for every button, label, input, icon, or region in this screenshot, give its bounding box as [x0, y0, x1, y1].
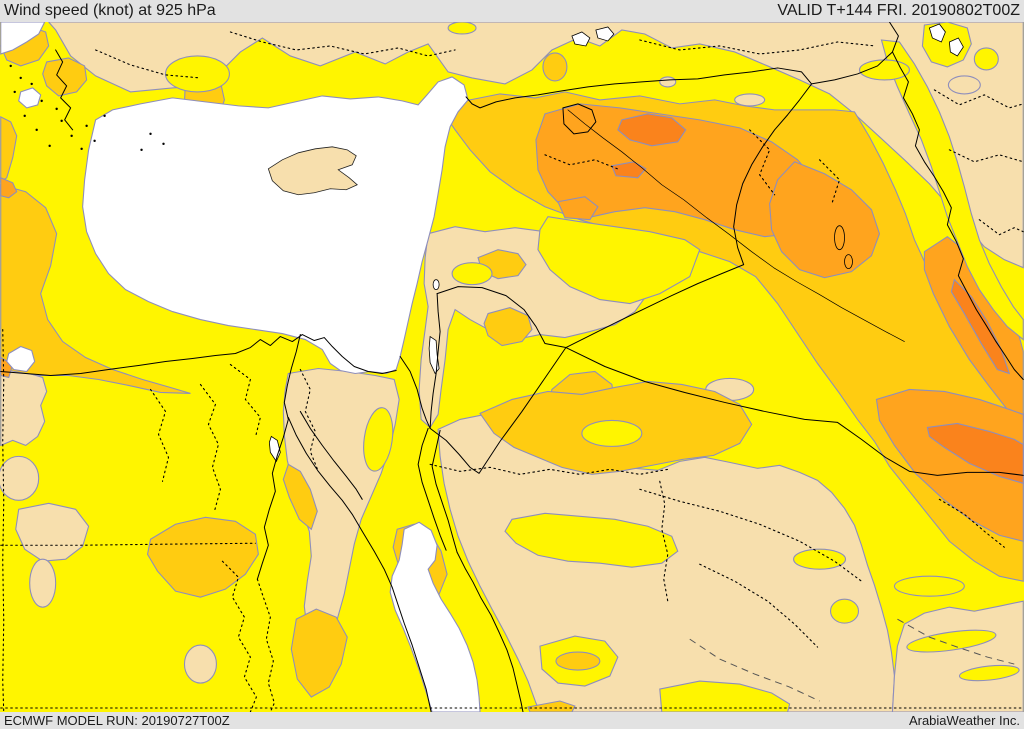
- map-band-gold-small: [527, 651, 601, 712]
- header-bar: Wind speed (knot) at 925 hPa VALID T+144…: [0, 0, 1024, 22]
- footer-bar: ECMWF MODEL RUN: 20190727T00Z ArabiaWeat…: [0, 712, 1024, 729]
- model-run-label: ECMWF MODEL RUN: 20190727T00Z: [4, 713, 230, 728]
- lake-tiberias: [432, 279, 440, 291]
- cyprus-island: [267, 146, 358, 196]
- map-band-dark-orange: [611, 113, 1024, 485]
- wind-speed-map: [0, 22, 1024, 712]
- map-dotted-boundaries: [0, 31, 1024, 712]
- map-band-yellow-overlays: [164, 22, 1024, 712]
- page-title: Wind speed (knot) at 925 hPa: [4, 2, 216, 19]
- valid-time-label: VALID T+144 FRI. 20190802T00Z: [777, 2, 1020, 19]
- red-sea: [389, 521, 481, 712]
- aegean-islands: [9, 64, 165, 152]
- map-canvas: [0, 22, 1024, 712]
- lake-urmia: [948, 37, 964, 57]
- brand-label: ArabiaWeather Inc.: [908, 713, 1020, 728]
- map-band-orange: [0, 103, 1024, 542]
- map-borders: [0, 22, 1024, 712]
- mediterranean-sea: [82, 76, 469, 375]
- lake-van: [928, 23, 946, 43]
